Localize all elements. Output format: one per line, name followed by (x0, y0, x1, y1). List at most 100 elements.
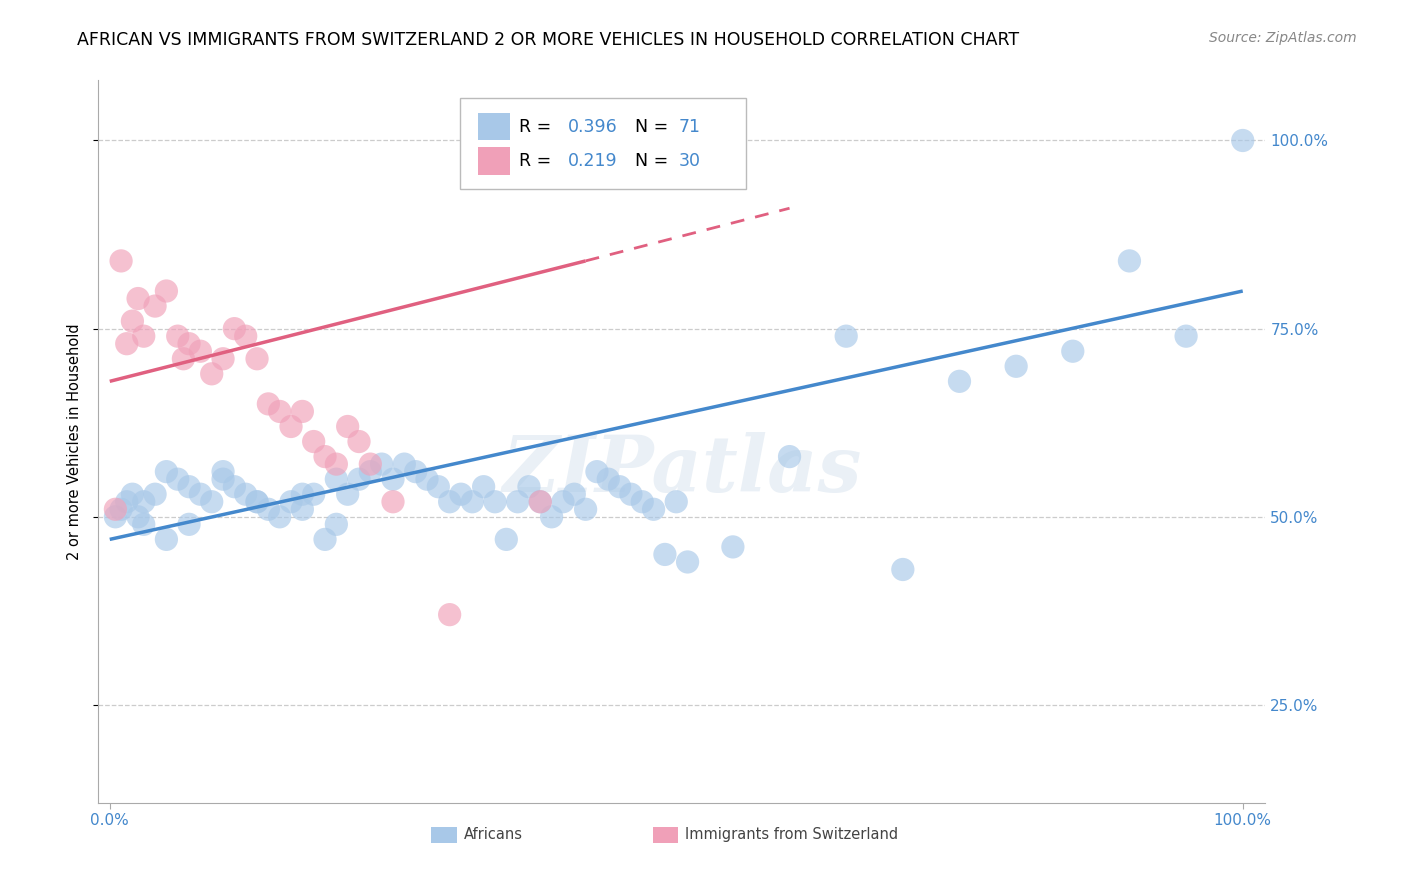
Point (631, 494, 654, 508)
Point (835, 329, 858, 343)
Point (598, 472, 620, 486)
Point (280, 494, 302, 508)
Point (472, 480, 495, 494)
Point (280, 419, 302, 434)
Point (779, 450, 801, 464)
Point (1232, 133, 1254, 147)
Point (269, 509, 291, 524)
Point (620, 487, 643, 501)
Point (224, 480, 246, 494)
Point (235, 329, 257, 343)
Point (948, 375, 970, 389)
Point (110, 254, 132, 268)
Bar (652, 827, 679, 843)
Bar (478, 147, 510, 175)
Point (177, 336, 200, 351)
Text: ZIPatlas: ZIPatlas (502, 433, 862, 508)
Text: Immigrants from Switzerland: Immigrants from Switzerland (685, 827, 898, 842)
Point (190, 487, 212, 501)
Point (166, 329, 188, 343)
Point (104, 502, 127, 516)
Text: 0.219: 0.219 (568, 153, 617, 170)
Point (302, 434, 325, 449)
Point (427, 480, 450, 494)
Point (540, 509, 562, 524)
Point (461, 494, 484, 508)
Point (1005, 359, 1028, 374)
Point (495, 533, 517, 547)
Point (121, 487, 143, 501)
Text: N =: N = (624, 153, 673, 170)
Text: 0.396: 0.396 (568, 118, 617, 136)
Point (347, 472, 370, 486)
Point (302, 487, 325, 501)
Point (721, 540, 744, 554)
Point (1118, 254, 1140, 268)
Point (127, 509, 149, 524)
Point (654, 548, 676, 562)
Point (291, 502, 314, 516)
Point (382, 472, 405, 486)
Point (235, 487, 257, 501)
Point (143, 487, 166, 501)
Point (143, 299, 166, 313)
Point (115, 494, 138, 508)
Y-axis label: 2 or more Vehicles in Household: 2 or more Vehicles in Household (67, 323, 83, 560)
Point (1175, 329, 1198, 343)
Point (1062, 344, 1084, 359)
Point (336, 419, 359, 434)
Point (676, 555, 699, 569)
Point (439, 607, 461, 622)
Point (246, 494, 269, 508)
Point (212, 351, 235, 366)
Text: N =: N = (624, 118, 673, 136)
Point (212, 472, 235, 486)
Point (665, 494, 688, 508)
Point (359, 465, 381, 479)
Point (336, 487, 359, 501)
Point (609, 480, 631, 494)
Point (325, 457, 347, 471)
Text: Africans: Africans (464, 827, 523, 842)
Point (405, 465, 427, 479)
Point (115, 336, 138, 351)
Point (529, 494, 551, 508)
Point (155, 465, 177, 479)
Point (562, 487, 585, 501)
Text: R =: R = (519, 118, 557, 136)
Point (529, 494, 551, 508)
Point (132, 517, 155, 532)
Point (325, 472, 347, 486)
Point (359, 457, 381, 471)
Point (172, 351, 194, 366)
Point (155, 533, 177, 547)
Point (190, 344, 212, 359)
Point (166, 472, 188, 486)
Point (517, 480, 540, 494)
Point (643, 502, 665, 516)
Point (177, 480, 200, 494)
Point (450, 487, 472, 501)
Bar (478, 112, 510, 140)
Point (586, 465, 609, 479)
Point (155, 284, 177, 298)
Point (177, 517, 200, 532)
Point (110, 502, 132, 516)
Point (370, 457, 392, 471)
Point (506, 494, 529, 508)
Point (104, 509, 127, 524)
Point (257, 502, 280, 516)
Text: 30: 30 (679, 153, 700, 170)
Point (246, 351, 269, 366)
Point (382, 494, 405, 508)
Point (269, 404, 291, 418)
Point (314, 533, 336, 547)
Point (416, 472, 439, 486)
Point (212, 465, 235, 479)
Point (127, 292, 149, 306)
Point (224, 321, 246, 335)
Text: 71: 71 (679, 118, 700, 136)
Point (439, 494, 461, 508)
Point (551, 494, 574, 508)
Text: AFRICAN VS IMMIGRANTS FROM SWITZERLAND 2 OR MORE VEHICLES IN HOUSEHOLD CORRELATI: AFRICAN VS IMMIGRANTS FROM SWITZERLAND 2… (77, 31, 1019, 49)
